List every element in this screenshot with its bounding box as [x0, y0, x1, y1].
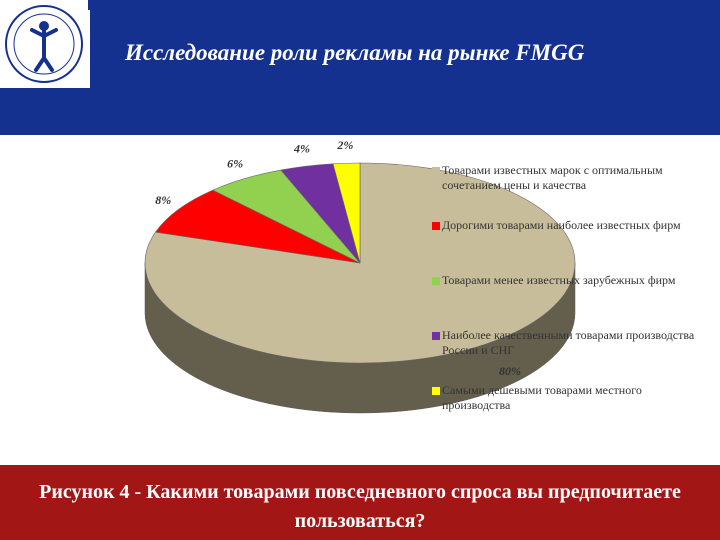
header-divider [88, 10, 90, 88]
data-label-1: 8% [155, 193, 171, 207]
legend-label-2: Товарами менее известных зарубежных фирм [442, 273, 676, 287]
legend-swatch-3 [432, 332, 440, 340]
legend-item-0: Товарами известных марок с оптимальным с… [432, 163, 712, 193]
page-title: Исследование роли рекламы на рынке FMGG [125, 40, 585, 65]
legend-item-1: Дорогими товарами наиболее известных фир… [432, 218, 712, 233]
data-label-3: 4% [293, 142, 310, 156]
legend-swatch-2 [432, 277, 440, 285]
legend-item-3: Наиболее качественными товарами производ… [432, 328, 712, 358]
legend-label-1: Дорогими товарами наиболее известных фир… [442, 218, 681, 232]
data-label-4: 2% [336, 138, 353, 152]
pie-chart: 80% 8% 6% 4% 2% [144, 138, 576, 414]
legend-swatch-0 [432, 167, 440, 175]
header-banner: Исследование роли рекламы на рынке FMGG [0, 0, 720, 135]
logo [0, 0, 88, 88]
legend-item-2: Товарами менее известных зарубежных фирм [432, 273, 712, 288]
legend-swatch-4 [432, 387, 440, 395]
pie-slice-1 [155, 189, 361, 264]
data-label-2: 6% [227, 156, 243, 170]
legend-item-4: Самыми дешевыми товарами местного произв… [432, 383, 712, 413]
legend-label-0: Товарами известных марок с оптимальным с… [442, 163, 663, 192]
logo-emblem-icon [5, 5, 83, 83]
legend-swatch-1 [432, 222, 440, 230]
legend-label-4: Самыми дешевыми товарами местного произв… [442, 383, 642, 412]
legend-label-3: Наиболее качественными товарами производ… [442, 328, 695, 357]
pie-slice-4 [332, 162, 361, 264]
figure-caption: Рисунок 4 - Какими товарами повседневног… [39, 481, 681, 532]
footer-banner: Рисунок 4 - Какими товарами повседневног… [0, 465, 720, 540]
data-label-0: 80% [499, 364, 521, 378]
